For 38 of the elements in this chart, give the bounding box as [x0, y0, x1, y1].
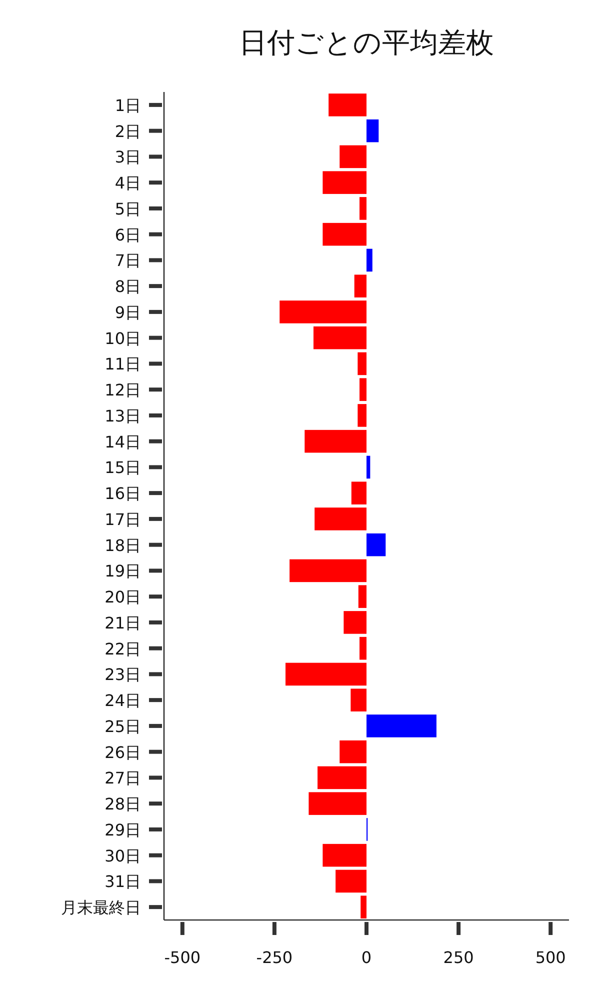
y-tick-label: 8日 [114, 277, 141, 296]
y-tick-label: 28日 [104, 794, 141, 814]
y-tick-label: 15日 [104, 458, 141, 478]
y-tick-label: 7日 [114, 251, 141, 270]
y-tick-label: 19日 [104, 562, 141, 581]
y-tick-label: 5日 [114, 199, 141, 218]
x-tick-label: -500 [164, 948, 201, 967]
y-tick-label: 月末最終日 [61, 898, 141, 918]
y-tick-label: 3日 [114, 148, 141, 167]
x-tick-label: -250 [256, 948, 293, 967]
y-tick-label: 24日 [104, 691, 141, 710]
y-tick-label: 17日 [104, 510, 141, 529]
x-tick-label: 500 [535, 948, 566, 967]
y-tick-label: 13日 [104, 406, 141, 426]
y-tick-label: 20日 [104, 588, 141, 607]
y-tick-label: 29日 [104, 820, 141, 840]
y-tick-label: 14日 [104, 432, 141, 452]
y-tick-label: 30日 [104, 846, 141, 866]
y-tick-label: 2日 [114, 122, 141, 141]
y-tick-label: 18日 [104, 536, 141, 555]
y-tick-label: 23日 [104, 665, 141, 684]
y-tick-label: 22日 [104, 639, 141, 658]
y-tick-label: 10日 [104, 328, 141, 348]
y-tick-label: 1日 [114, 96, 141, 115]
y-tick-label: 6日 [114, 225, 141, 244]
y-tick-label: 21日 [104, 613, 141, 632]
chart-title: 日付ごとの平均差枚 [239, 26, 494, 59]
y-tick-label: 11日 [104, 354, 141, 374]
y-tick-label: 31日 [104, 872, 141, 892]
y-tick-label: 12日 [104, 380, 141, 400]
y-tick-label: 27日 [104, 768, 141, 788]
x-tick-label: 250 [443, 948, 474, 967]
y-tick-label: 26日 [104, 742, 141, 762]
y-tick-label: 16日 [104, 484, 141, 504]
y-tick-label: 4日 [114, 174, 141, 193]
x-tick-label: 0 [361, 948, 372, 967]
y-tick-label: 25日 [104, 716, 141, 736]
y-tick-label: 9日 [114, 302, 141, 322]
